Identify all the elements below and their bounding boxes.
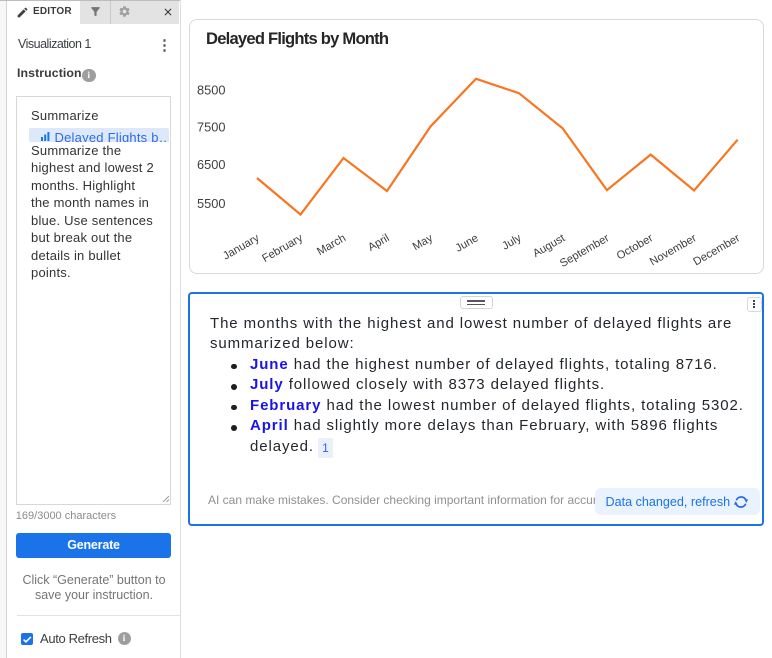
svg-text:December: December: [691, 232, 742, 268]
svg-text:April: April: [366, 232, 391, 254]
svg-text:January: January: [221, 232, 262, 262]
svg-text:6500: 6500: [197, 157, 225, 172]
svg-text:May: May: [411, 232, 436, 253]
svg-text:September: September: [558, 232, 612, 270]
svg-text:June: June: [453, 232, 480, 255]
svg-text:March: March: [315, 232, 348, 258]
svg-text:August: August: [531, 232, 568, 260]
svg-text:8500: 8500: [197, 83, 225, 98]
svg-text:November: November: [648, 232, 699, 268]
svg-text:7500: 7500: [197, 120, 225, 135]
svg-text:February: February: [260, 232, 305, 265]
svg-text:July: July: [500, 232, 524, 253]
svg-text:5500: 5500: [197, 196, 225, 211]
